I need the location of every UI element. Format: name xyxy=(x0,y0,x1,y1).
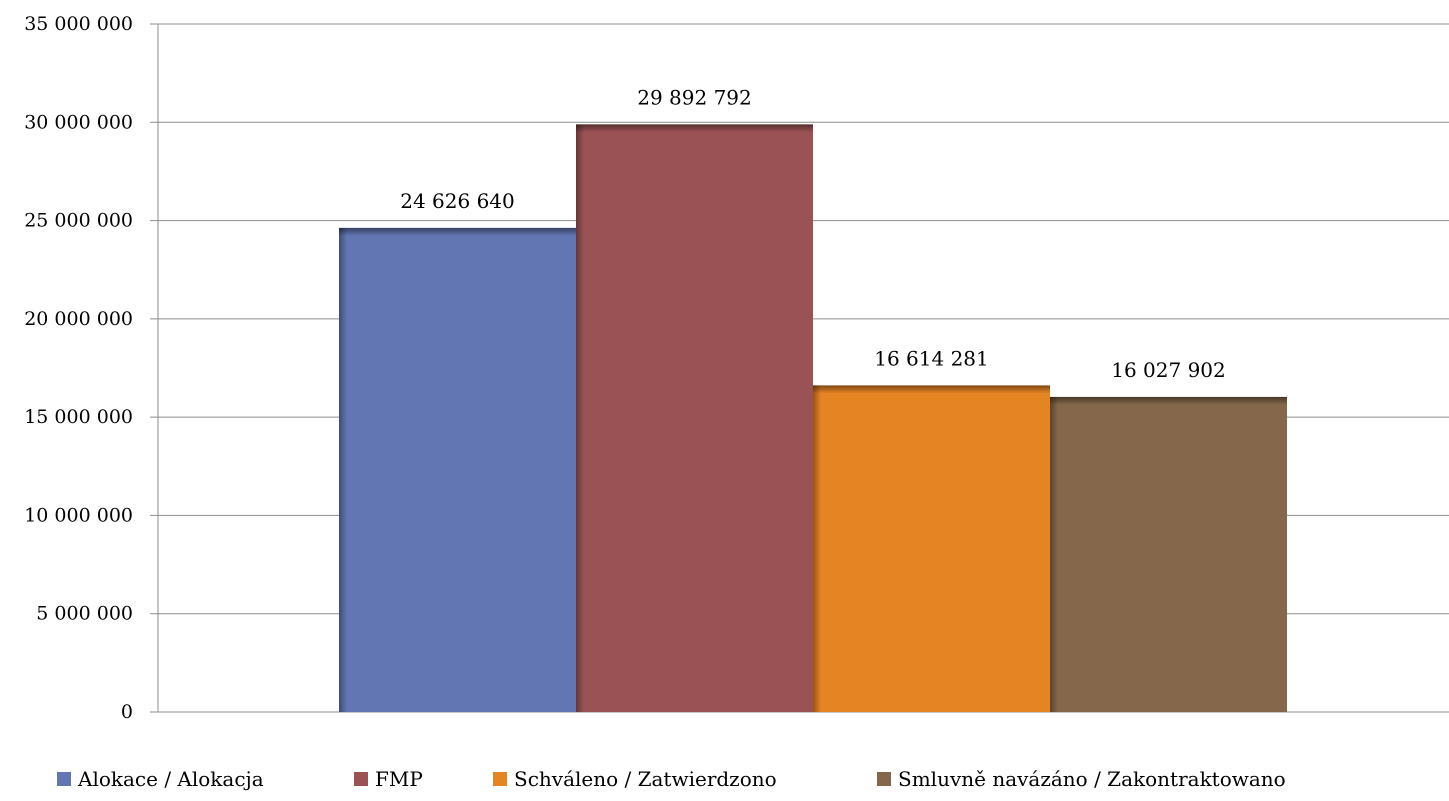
bar-left-shade xyxy=(339,227,347,712)
legend-swatch xyxy=(354,772,368,786)
bar-top-shade xyxy=(813,385,1050,394)
legend-swatch xyxy=(57,772,71,786)
bar-group xyxy=(813,385,1050,712)
legend-label: Smluvně navázáno / Zakontraktowano xyxy=(898,767,1286,791)
bar-left-shade xyxy=(813,385,821,712)
y-tick-label: 25 000 000 xyxy=(24,210,133,232)
bar-group xyxy=(576,124,813,712)
legend-item: Alokace / Alokacja xyxy=(57,767,264,791)
legend-item: FMP xyxy=(354,767,423,791)
legend-swatch xyxy=(877,772,891,786)
legend-swatch xyxy=(493,772,507,786)
bar-left-shade xyxy=(1050,396,1058,712)
legend-label: Schváleno / Zatwierdzono xyxy=(514,767,777,791)
y-tick-label: 0 xyxy=(121,701,133,723)
data-label: 24 626 640 xyxy=(400,189,515,213)
data-label: 16 027 902 xyxy=(1111,358,1226,382)
bar xyxy=(1050,396,1287,712)
data-labels: 24 626 640 29 892 792 16 614 281 16 027 902 xyxy=(400,85,1226,382)
bar-top-shade xyxy=(339,227,576,236)
y-tick-label: 35 000 000 xyxy=(24,13,133,35)
y-tick-label: 15 000 000 xyxy=(24,406,133,428)
y-axis: 0 5 000 000 10 000 000 15 000 000 20 000 000… xyxy=(24,13,159,723)
y-tick-label: 20 000 000 xyxy=(24,308,133,330)
y-tick-label: 5 000 000 xyxy=(36,603,133,625)
bar xyxy=(339,227,576,712)
data-label: 29 892 792 xyxy=(637,85,752,109)
bar-group xyxy=(1050,396,1287,712)
bar xyxy=(813,385,1050,712)
legend-item: Schváleno / Zatwierdzono xyxy=(493,767,777,791)
legend-label: FMP xyxy=(375,767,423,791)
legend-item: Smluvně navázáno / Zakontraktowano xyxy=(877,767,1286,791)
bar-top-shade xyxy=(576,124,813,133)
legend-label: Alokace / Alokacja xyxy=(77,767,264,791)
bar xyxy=(576,124,813,712)
bars xyxy=(339,124,1287,712)
y-tick-label: 10 000 000 xyxy=(24,504,133,526)
legend: Alokace / Alokacja FMP Schváleno / Zatwier… xyxy=(57,767,1286,791)
data-label: 16 614 281 xyxy=(874,346,989,370)
bar-left-shade xyxy=(576,124,584,712)
y-tick-label: 30 000 000 xyxy=(24,111,133,133)
bar-top-shade xyxy=(1050,396,1287,405)
bar-group xyxy=(339,227,576,712)
